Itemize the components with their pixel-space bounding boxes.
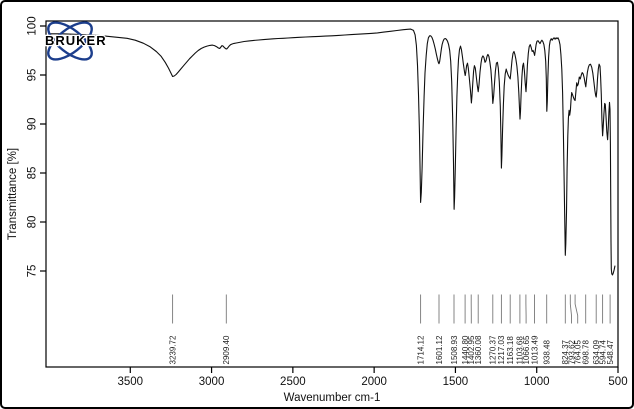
x-tick-label: 3500	[117, 376, 143, 388]
peak-label: 548.47	[606, 339, 615, 364]
peak-label: 793.62	[567, 339, 576, 364]
peak-label: 1217.03	[497, 335, 506, 364]
logo-ellipse-right-lean	[47, 21, 93, 61]
bruker-logo: BRUKER	[44, 21, 107, 61]
y-tick-label: 95	[27, 69, 39, 82]
y-axis-title: Transmittance [%]	[7, 148, 19, 240]
peak-label: 1103.68	[516, 336, 525, 365]
peak-label: 698.78	[582, 339, 591, 364]
x-tick-label: 2500	[280, 376, 306, 388]
x-tick-label: 3000	[199, 376, 225, 388]
logo-ellipse-left-lean	[47, 21, 93, 61]
peak-label: 594.74	[598, 339, 607, 364]
x-axis-title: Wavenumber cm-1	[284, 392, 381, 404]
y-tick-label: 80	[27, 216, 39, 229]
x-tick-label: 1500	[443, 376, 469, 388]
x-tick-label: 2000	[361, 376, 387, 388]
peak-label: 1601.12	[435, 335, 444, 364]
y-tick-label: 90	[27, 118, 39, 131]
y-tick-label: 75	[27, 265, 39, 278]
chart-generated-layer: 3500 3000 2500 2000 1500 1000 500 100 95 90 85 80 75…	[27, 16, 628, 388]
x-tick-label: 1000	[524, 376, 550, 388]
peak-label: 2909.40	[222, 335, 231, 364]
logo-text: BRUKER	[45, 33, 107, 48]
peak-label: 1066.65	[522, 335, 531, 364]
peak-label: 634.09	[592, 339, 601, 364]
peak-label: 824.37	[561, 339, 570, 364]
peak-label: 1508.93	[450, 335, 459, 364]
peak-leader-line	[569, 294, 572, 324]
peak-label: 1402.95	[467, 335, 476, 364]
plot-box	[45, 20, 619, 368]
peak-label: 1270.37	[489, 335, 498, 364]
peak-label: 1013.49	[530, 335, 539, 364]
x-tick-label: 500	[608, 376, 627, 388]
peak-label: 1440.80	[461, 335, 470, 364]
peak-label: 764.05	[574, 339, 583, 364]
peak-label: 938.48	[543, 339, 552, 364]
peak-label: 3239.72	[168, 335, 177, 364]
peak-leader-line	[574, 294, 579, 324]
y-tick-label: 100	[27, 16, 39, 35]
spectrum-curve	[48, 28, 616, 276]
peak-label: 1360.08	[474, 335, 483, 364]
peak-label: 1714.12	[416, 335, 425, 364]
y-tick-label: 85	[27, 167, 39, 180]
peak-label: 1163.18	[506, 336, 515, 365]
